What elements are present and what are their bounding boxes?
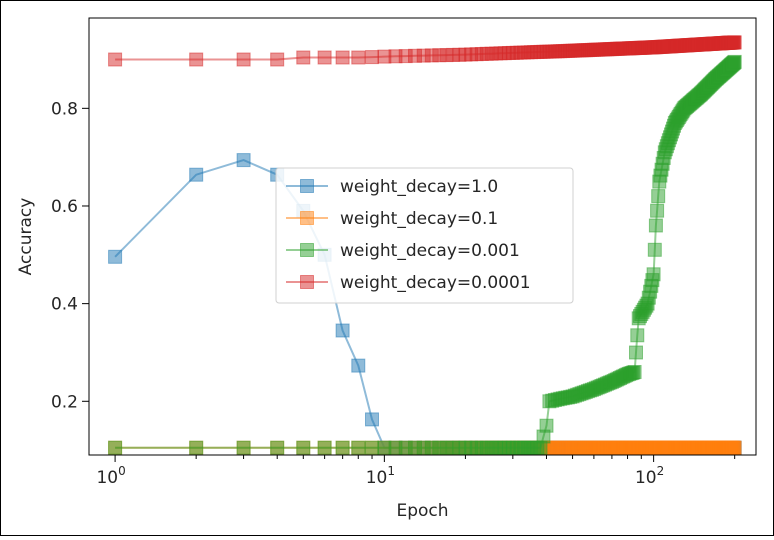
series-marker-2-103 [651, 189, 666, 204]
y-tick-label-0: 0.2 [51, 392, 78, 412]
series-marker-2-4 [296, 440, 311, 455]
x-tick-label-0: 100 [96, 464, 125, 488]
series-marker-3-8 [365, 50, 379, 65]
series-marker-2-99 [646, 267, 661, 282]
series-marker-2-3 [270, 440, 285, 455]
x-tick-exponent-2: 2 [657, 464, 665, 478]
series-marker-3-7 [351, 50, 366, 65]
series-marker-2-100 [647, 242, 662, 257]
x-tick-exponent-1: 1 [387, 464, 395, 478]
axes-box [88, 17, 757, 456]
legend-label-3: weight_decay=0.0001 [340, 273, 531, 293]
y-tick-label-1: 0.4 [51, 295, 78, 315]
series-marker-3-0 [108, 52, 123, 67]
series-3 [108, 35, 742, 67]
series-marker-3-5 [317, 50, 332, 65]
series-marker-0-2 [236, 153, 251, 168]
legend-label-1: weight_decay=0.1 [340, 209, 498, 229]
legend-marker-0 [300, 179, 314, 193]
series-marker-0-1 [189, 167, 204, 182]
series-marker-3-2 [236, 52, 251, 67]
series-marker-3-6 [335, 50, 350, 65]
legend-label-2: weight_decay=0.001 [340, 241, 520, 261]
series-marker-0-0 [108, 249, 123, 264]
series-marker-3-199 [727, 35, 742, 50]
legend-marker-1 [300, 211, 314, 225]
series-marker-2-2 [236, 440, 251, 455]
legend: weight_decay=1.0 weight_decay=0.1 weight_d… [275, 167, 574, 304]
series-marker-2-102 [650, 203, 665, 218]
legend-box [275, 167, 574, 304]
y-tick-label-3: 0.8 [51, 99, 78, 119]
x-tick-label-2: 102 [635, 464, 664, 488]
series-marker-0-8 [365, 412, 379, 427]
series-marker-2-6 [335, 440, 350, 455]
series-marker-2-86 [630, 328, 645, 343]
legend-marker-2 [300, 243, 314, 257]
x-tick-exponent-0: 0 [118, 464, 126, 478]
series-marker-3-4 [296, 50, 311, 65]
x-axis-label: Epoch [396, 501, 448, 521]
series-marker-2-1 [189, 440, 204, 455]
series-marker-2-101 [648, 218, 663, 233]
series-marker-2-0 [108, 440, 123, 455]
series-marker-2-7 [351, 440, 366, 455]
series-layer [108, 35, 742, 455]
y-tick-label-2: 0.6 [51, 197, 78, 217]
series-marker-3-1 [189, 52, 204, 67]
x-tick-label-1: 101 [366, 464, 395, 488]
series-marker-2-84 [627, 365, 642, 379]
y-axis-label: Accuracy [16, 198, 36, 276]
series-marker-3-3 [270, 52, 285, 67]
series-marker-0-7 [351, 358, 366, 373]
series-marker-0-6 [335, 323, 350, 338]
series-marker-1-199 [727, 440, 742, 455]
series-marker-2-5 [317, 440, 332, 455]
series-marker-2-39 [539, 418, 554, 433]
series-marker-2-199 [727, 54, 742, 69]
series-2 [108, 54, 742, 455]
series-marker-2-85 [629, 345, 643, 360]
series-marker-2-8 [365, 440, 379, 455]
legend-marker-3 [300, 275, 314, 289]
legend-label-0: weight_decay=1.0 [340, 177, 498, 197]
